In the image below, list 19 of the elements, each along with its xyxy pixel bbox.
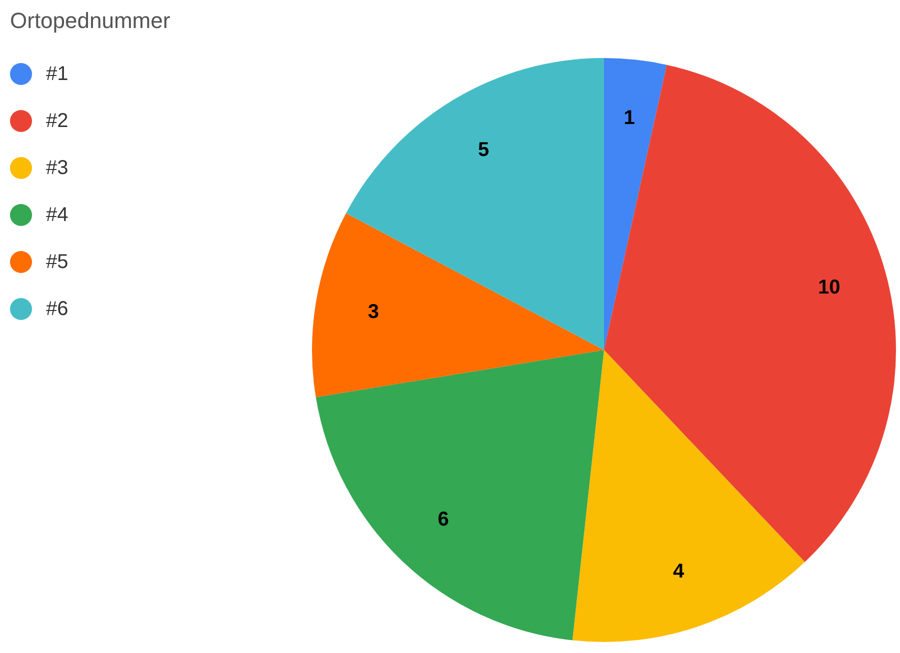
- data-label: 4: [673, 560, 686, 582]
- data-label: 5: [478, 138, 490, 161]
- data-label: 3: [368, 301, 380, 324]
- pie-slice: [312, 213, 604, 398]
- pie-slice: [572, 350, 805, 642]
- data-label: 1: [624, 106, 635, 129]
- pie-slice: [604, 64, 896, 562]
- legend-label: #1: [46, 63, 68, 85]
- legend-label: #5: [46, 251, 68, 273]
- legend-title: Ortopednummer: [10, 8, 170, 33]
- pie-slice: [604, 58, 667, 350]
- legend-label: #3: [46, 157, 68, 179]
- data-label: 10: [818, 276, 840, 299]
- pie-slice: [346, 58, 604, 350]
- data-label: 6: [438, 508, 449, 531]
- legend-label: #6: [46, 298, 68, 320]
- legend-label: #2: [46, 110, 68, 132]
- legend-label: #4: [46, 204, 68, 226]
- pie-slice: [316, 350, 604, 640]
